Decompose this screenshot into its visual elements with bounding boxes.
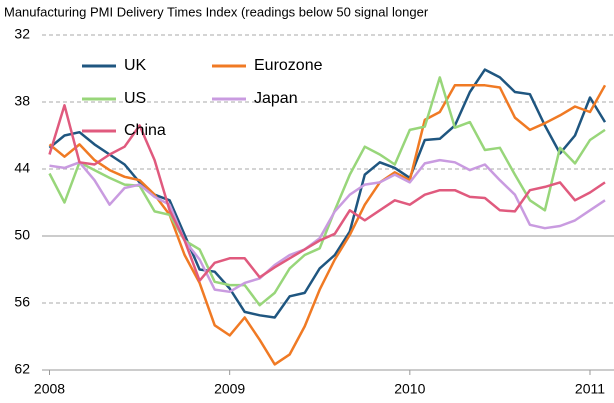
legend-label: UK	[124, 57, 147, 74]
legend-label: Japan	[254, 90, 298, 107]
x-tick-label: 2010	[394, 381, 425, 397]
chart-title: Manufacturing PMI Delivery Times Index (…	[4, 4, 429, 19]
legend-label: US	[124, 90, 146, 107]
series-line	[48, 68, 607, 319]
y-tick-label: 38	[14, 93, 30, 109]
y-tick-label: 50	[14, 227, 30, 243]
series-line	[48, 104, 606, 282]
legend-label: China	[124, 122, 166, 139]
series-line	[48, 84, 607, 366]
x-tick-label: 2008	[34, 381, 65, 397]
series-line	[48, 76, 606, 307]
y-tick-label: 62	[14, 361, 30, 377]
series-line	[49, 158, 606, 294]
x-tick-label: 2011	[575, 381, 605, 397]
legend-label: Eurozone	[254, 57, 323, 74]
x-tick-label: 2009	[214, 381, 245, 397]
y-tick-label: 32	[14, 26, 30, 42]
y-tick-label: 44	[14, 160, 30, 176]
y-tick-label: 56	[14, 294, 30, 310]
